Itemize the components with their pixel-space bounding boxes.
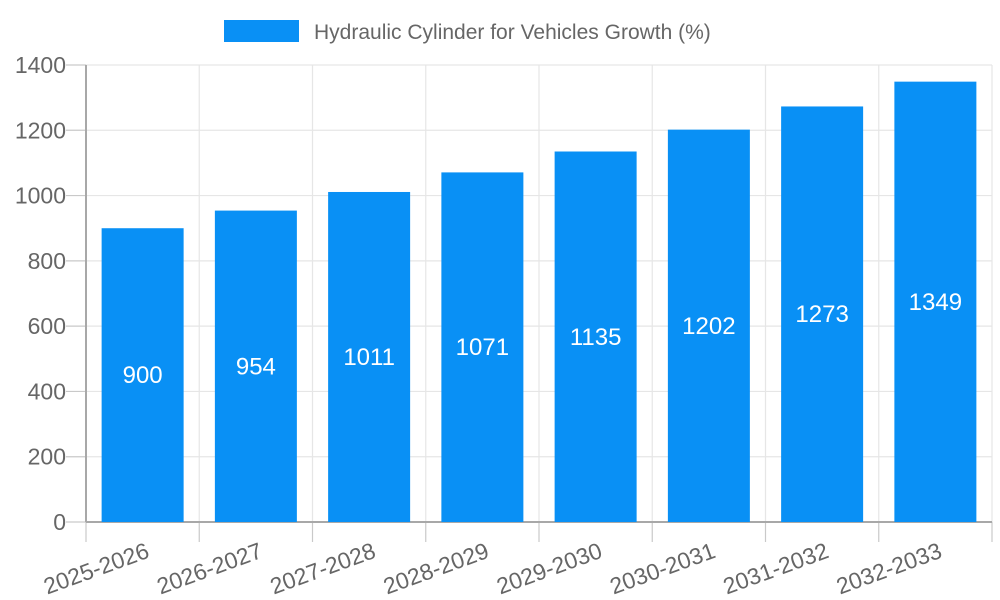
x-tick-label: 2032-2033 (833, 537, 945, 599)
x-tick-label: 2030-2031 (606, 537, 718, 599)
bar[interactable] (328, 191, 411, 522)
bar-value-label: 1011 (343, 344, 395, 371)
y-tick-label: 0 (53, 509, 66, 535)
tick-marks (66, 64, 993, 542)
y-tick-label: 1200 (15, 117, 66, 143)
bar-value-label: 1349 (909, 289, 962, 316)
bar[interactable] (781, 106, 864, 523)
x-tick-label: 2029-2030 (493, 537, 605, 599)
x-tick-label: 2028-2029 (380, 537, 492, 599)
legend-label: Hydraulic Cylinder for Vehicles Growth (… (314, 21, 711, 44)
bar-value-label: 1202 (682, 313, 735, 340)
bar-value-label: 900 (123, 362, 163, 389)
x-tick-label: 2025-2026 (40, 537, 152, 599)
bar[interactable] (214, 210, 297, 522)
y-tick-label: 1000 (15, 183, 66, 209)
y-tick-label: 1400 (15, 52, 66, 78)
legend[interactable]: Hydraulic Cylinder for Vehicles Growth (… (224, 20, 711, 44)
bar-value-label: 1273 (795, 301, 848, 328)
y-tick-label: 600 (28, 313, 66, 339)
bar[interactable] (667, 129, 750, 522)
y-tick-label: 200 (28, 444, 66, 470)
bar[interactable] (894, 81, 977, 522)
x-tick-label: 2026-2027 (153, 537, 265, 599)
y-axis-labels: 0 200 400 600 800 1000 1200 1400 (15, 52, 66, 535)
x-axis-labels: 2025-2026 2026-2027 2027-2028 2028-2029 2029… (40, 537, 945, 599)
bar[interactable] (101, 228, 184, 522)
bar[interactable] (441, 172, 524, 522)
bar[interactable] (554, 151, 637, 522)
y-tick-label: 400 (28, 378, 66, 404)
legend-swatch (224, 20, 299, 42)
x-tick-label: 2031-2032 (720, 537, 832, 599)
bar-value-label: 1135 (570, 324, 622, 351)
bar-value-label: 954 (236, 353, 276, 380)
x-tick-label: 2027-2028 (267, 537, 379, 599)
bars-group (101, 81, 977, 523)
bar-value-label: 1071 (456, 334, 509, 361)
value-labels-group: 900 954 1011 1071 1135 1202 1273 1349 (123, 289, 962, 389)
y-tick-label: 800 (28, 248, 66, 274)
